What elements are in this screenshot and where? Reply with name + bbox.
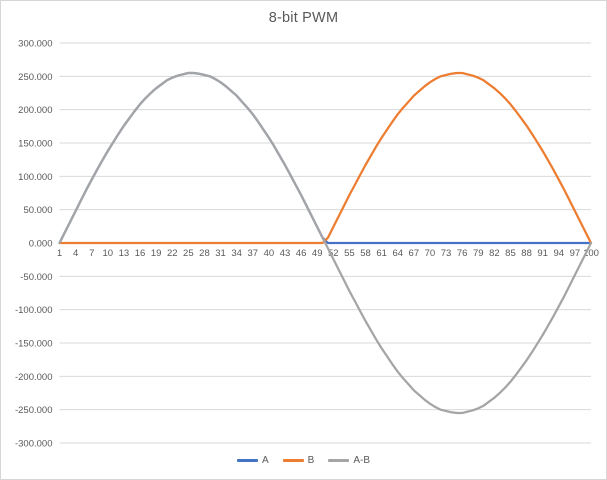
y-axis-tick-label: -250.000 (15, 405, 53, 416)
x-axis-tick-label: 31 (215, 248, 226, 259)
x-axis-tick-label: 55 (344, 248, 355, 259)
legend: A B A-B (1, 455, 606, 466)
legend-item-b[interactable]: B (282, 455, 315, 466)
series-line-b[interactable] (58, 71, 593, 245)
y-axis-tick-label: 300.000 (18, 39, 52, 50)
x-axis-tick-label: 82 (489, 248, 500, 259)
legend-item-ab[interactable]: A-B (328, 455, 370, 466)
x-axis-tick-label: 4 (73, 248, 78, 259)
series-line-ab[interactable] (58, 71, 593, 415)
x-axis-tick-label: 16 (135, 248, 146, 259)
legend-line-swatch-ab (328, 459, 350, 462)
x-axis-tick-label: 1 (57, 248, 62, 259)
x-axis-tick-label: 64 (392, 248, 403, 259)
x-axis-tick-label: 40 (264, 248, 275, 259)
x-axis-tick-label: 37 (247, 248, 258, 259)
x-axis-tick-label: 34 (231, 248, 242, 259)
y-axis-tick-label: 50.000 (23, 205, 52, 216)
legend-label-b: B (307, 455, 315, 466)
y-axis-tick-label: 0.000 (29, 239, 53, 250)
x-axis-tick-label: 61 (376, 248, 387, 259)
chart-title[interactable]: 8-bit PWM (268, 10, 339, 26)
x-axis-tick-label: 19 (151, 248, 162, 259)
legend-label-a: A (261, 455, 269, 466)
y-axis-tick-label: -200.000 (15, 372, 53, 383)
legend-item-a[interactable]: A (236, 455, 269, 466)
y-axis-tick-label: 200.000 (18, 105, 52, 116)
x-axis-tick-label: 10 (103, 248, 114, 259)
x-axis-tick-label: 58 (360, 248, 371, 259)
x-axis-tick-label: 7 (89, 248, 94, 259)
legend-line-swatch-b (282, 459, 304, 462)
legend-label-ab: A-B (353, 455, 370, 466)
x-axis-tick-label: 76 (457, 248, 468, 259)
x-axis-tick-label: 97 (570, 248, 581, 259)
y-axis-tick-label: 250.000 (18, 72, 52, 83)
x-axis-tick-label: 85 (505, 248, 516, 259)
y-axis-tick-label: -100.000 (15, 305, 53, 316)
y-axis-tick-label: -50.000 (20, 272, 52, 283)
x-axis-tick-label: 70 (425, 248, 436, 259)
x-axis-tick-label: 94 (553, 248, 564, 259)
y-axis-tick-label: 100.000 (18, 172, 52, 183)
x-axis-tick-label: 52 (328, 248, 339, 259)
x-axis-tick-label: 46 (296, 248, 307, 259)
x-axis-tick-label: 79 (473, 248, 484, 259)
x-axis-tick-label: 49 (312, 248, 323, 259)
y-axis-tick-label: 150.000 (18, 139, 52, 150)
x-axis-tick-label: 13 (119, 248, 130, 259)
x-axis-tick-label: 73 (441, 248, 452, 259)
x-axis-tick-label: 91 (537, 248, 548, 259)
x-axis-tick-label: 28 (199, 248, 210, 259)
x-axis-tick-label: 100 (583, 248, 599, 259)
x-axis-tick-label: 67 (409, 248, 420, 259)
legend-line-swatch-a (236, 459, 258, 462)
x-axis-tick-label: 43 (280, 248, 291, 259)
y-axis-tick-label: -300.000 (15, 439, 53, 450)
x-axis-tick-label: 25 (183, 248, 194, 259)
y-axis-tick-label: -150.000 (15, 339, 53, 350)
x-axis-tick-label: 22 (167, 248, 178, 259)
x-axis-tick-label: 88 (521, 248, 532, 259)
series-line-a[interactable] (58, 71, 593, 245)
